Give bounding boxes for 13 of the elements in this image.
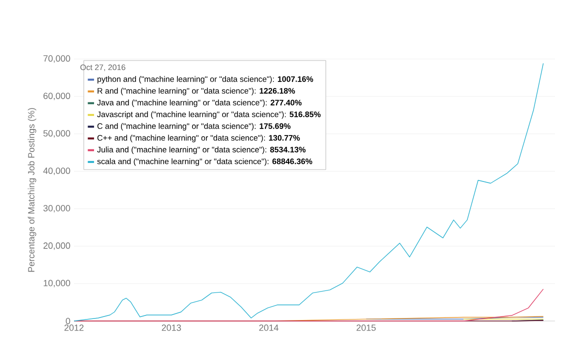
x-tick-label: 2014: [259, 324, 278, 331]
y-tick-label: 50,000: [43, 130, 70, 138]
x-tick-label: 2013: [162, 324, 181, 331]
y-tick-label: 10,000: [44, 280, 70, 288]
y-tick-label: 30,000: [43, 205, 70, 212]
x-tick-label: 2012: [64, 324, 84, 331]
y-tick-label: 20,000: [44, 242, 70, 250]
y-tick-label: 0: [66, 318, 70, 324]
y-axis-title: Percentage of Matching Job Postings (%): [28, 108, 36, 272]
x-tick-label: 2015: [356, 324, 376, 331]
y-tick-label: 40,000: [43, 168, 70, 175]
y-tick-label: 60,000: [44, 92, 70, 100]
y-tick-label: 70,000: [44, 55, 70, 63]
